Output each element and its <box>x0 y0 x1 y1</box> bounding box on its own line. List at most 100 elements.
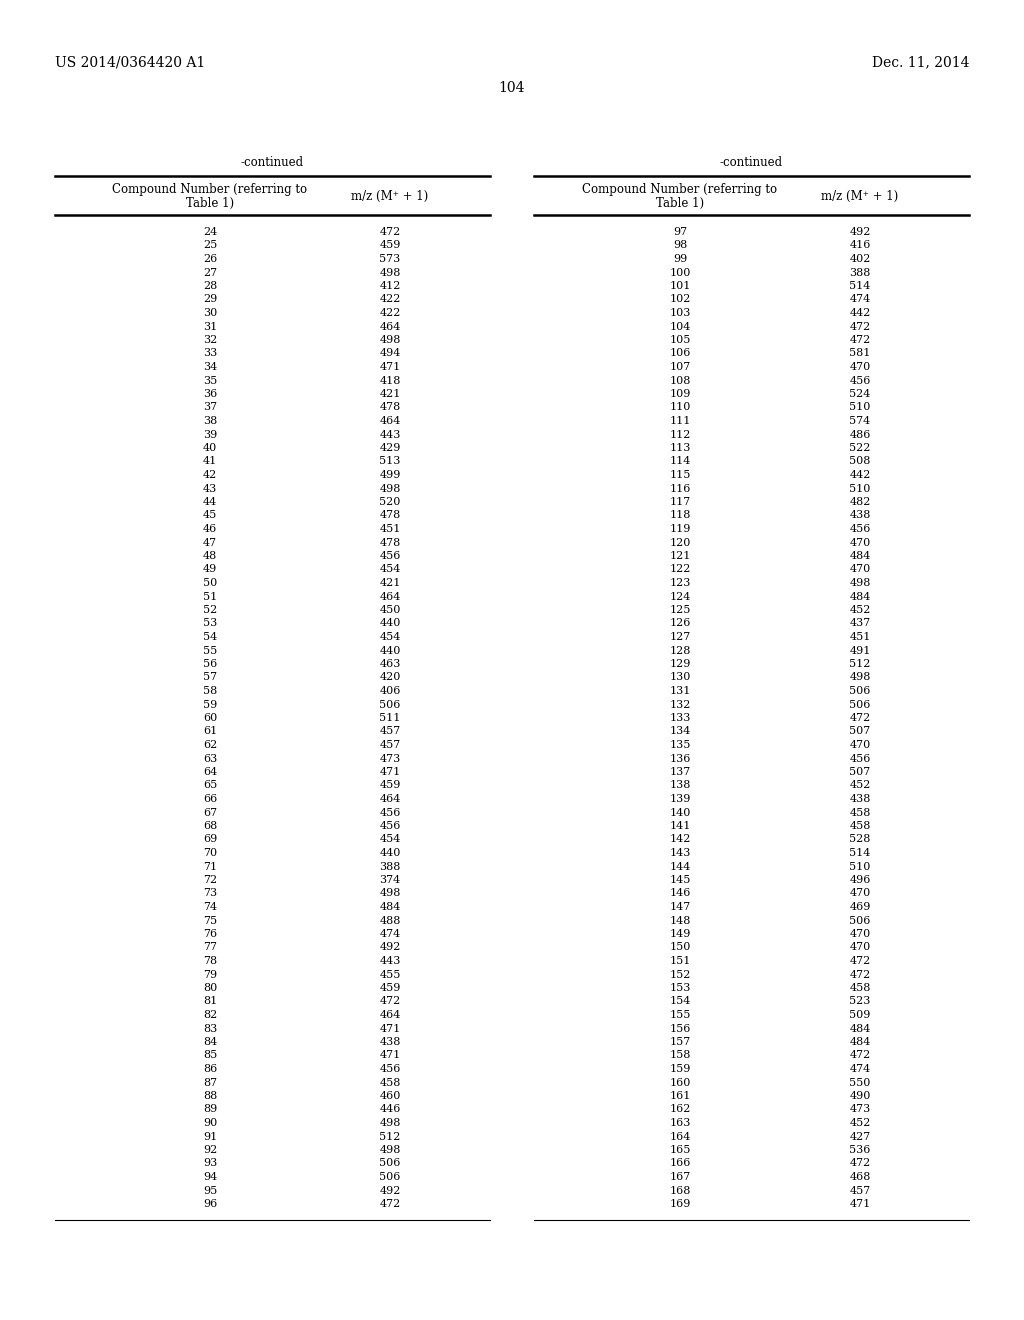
Text: Compound Number (referring to: Compound Number (referring to <box>583 183 777 197</box>
Text: 42: 42 <box>203 470 217 480</box>
Text: 159: 159 <box>670 1064 690 1074</box>
Text: 103: 103 <box>670 308 690 318</box>
Text: 32: 32 <box>203 335 217 345</box>
Text: 524: 524 <box>849 389 870 399</box>
Text: 51: 51 <box>203 591 217 602</box>
Text: 520: 520 <box>379 498 400 507</box>
Text: 498: 498 <box>379 268 400 277</box>
Text: 422: 422 <box>379 308 400 318</box>
Text: Compound Number (referring to: Compound Number (referring to <box>113 183 307 197</box>
Text: 141: 141 <box>670 821 690 832</box>
Text: 470: 470 <box>849 565 870 574</box>
Text: 440: 440 <box>379 619 400 628</box>
Text: 92: 92 <box>203 1144 217 1155</box>
Text: 118: 118 <box>670 511 690 520</box>
Text: 126: 126 <box>670 619 690 628</box>
Text: 492: 492 <box>379 942 400 953</box>
Text: 61: 61 <box>203 726 217 737</box>
Text: 85: 85 <box>203 1051 217 1060</box>
Text: 39: 39 <box>203 429 217 440</box>
Text: 155: 155 <box>670 1010 690 1020</box>
Text: 416: 416 <box>849 240 870 251</box>
Text: Table 1): Table 1) <box>186 197 234 210</box>
Text: 478: 478 <box>379 403 400 412</box>
Text: 440: 440 <box>379 847 400 858</box>
Text: 459: 459 <box>379 780 400 791</box>
Text: 90: 90 <box>203 1118 217 1129</box>
Text: 484: 484 <box>849 550 870 561</box>
Text: 498: 498 <box>379 1144 400 1155</box>
Text: 456: 456 <box>849 375 870 385</box>
Text: 498: 498 <box>379 888 400 899</box>
Text: 442: 442 <box>849 470 870 480</box>
Text: 125: 125 <box>670 605 690 615</box>
Text: 508: 508 <box>849 457 870 466</box>
Text: 491: 491 <box>849 645 870 656</box>
Text: 142: 142 <box>670 834 690 845</box>
Text: 146: 146 <box>670 888 690 899</box>
Text: 71: 71 <box>203 862 217 871</box>
Text: 457: 457 <box>849 1185 870 1196</box>
Text: 87: 87 <box>203 1077 217 1088</box>
Text: 464: 464 <box>379 795 400 804</box>
Text: 438: 438 <box>849 511 870 520</box>
Text: 456: 456 <box>379 821 400 832</box>
Text: 58: 58 <box>203 686 217 696</box>
Text: 86: 86 <box>203 1064 217 1074</box>
Text: 581: 581 <box>849 348 870 359</box>
Text: 133: 133 <box>670 713 690 723</box>
Text: 492: 492 <box>379 1185 400 1196</box>
Text: 59: 59 <box>203 700 217 710</box>
Text: 458: 458 <box>379 1077 400 1088</box>
Text: 471: 471 <box>379 1023 400 1034</box>
Text: 473: 473 <box>849 1105 870 1114</box>
Text: 97: 97 <box>673 227 687 238</box>
Text: 75: 75 <box>203 916 217 925</box>
Text: 509: 509 <box>849 1010 870 1020</box>
Text: 49: 49 <box>203 565 217 574</box>
Text: 490: 490 <box>849 1092 870 1101</box>
Text: -continued: -continued <box>241 156 304 169</box>
Text: 472: 472 <box>849 322 870 331</box>
Text: 443: 443 <box>379 956 400 966</box>
Text: 429: 429 <box>379 444 400 453</box>
Text: 464: 464 <box>379 416 400 426</box>
Text: 79: 79 <box>203 969 217 979</box>
Text: 488: 488 <box>379 916 400 925</box>
Text: 470: 470 <box>849 888 870 899</box>
Text: 154: 154 <box>670 997 690 1006</box>
Text: 421: 421 <box>379 578 400 587</box>
Text: 496: 496 <box>849 875 870 884</box>
Text: 162: 162 <box>670 1105 690 1114</box>
Text: 471: 471 <box>379 362 400 372</box>
Text: 478: 478 <box>379 511 400 520</box>
Text: 29: 29 <box>203 294 217 305</box>
Text: 458: 458 <box>849 821 870 832</box>
Text: 137: 137 <box>670 767 690 777</box>
Text: 406: 406 <box>379 686 400 696</box>
Text: 438: 438 <box>379 1038 400 1047</box>
Text: 81: 81 <box>203 997 217 1006</box>
Text: 158: 158 <box>670 1051 690 1060</box>
Text: 484: 484 <box>849 1023 870 1034</box>
Text: 52: 52 <box>203 605 217 615</box>
Text: 498: 498 <box>379 483 400 494</box>
Text: 464: 464 <box>379 1010 400 1020</box>
Text: 438: 438 <box>849 795 870 804</box>
Text: 420: 420 <box>379 672 400 682</box>
Text: 120: 120 <box>670 537 690 548</box>
Text: 156: 156 <box>670 1023 690 1034</box>
Text: 528: 528 <box>849 834 870 845</box>
Text: 452: 452 <box>849 605 870 615</box>
Text: 167: 167 <box>670 1172 690 1181</box>
Text: 506: 506 <box>849 686 870 696</box>
Text: 121: 121 <box>670 550 690 561</box>
Text: 472: 472 <box>379 997 400 1006</box>
Text: 463: 463 <box>379 659 400 669</box>
Text: 522: 522 <box>849 444 870 453</box>
Text: 455: 455 <box>379 969 400 979</box>
Text: 507: 507 <box>849 767 870 777</box>
Text: 60: 60 <box>203 713 217 723</box>
Text: 33: 33 <box>203 348 217 359</box>
Text: 140: 140 <box>670 808 690 817</box>
